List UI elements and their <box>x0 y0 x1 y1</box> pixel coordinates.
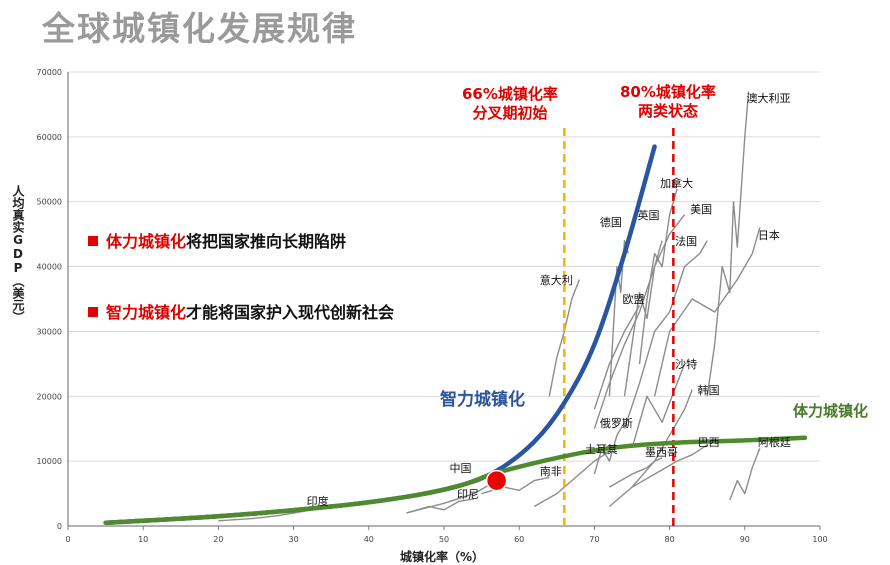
country-label: 欧盟 <box>622 293 645 307</box>
x-tick-label: 50 <box>439 535 449 544</box>
china-marker-group <box>485 469 508 492</box>
y-tick-label: 20000 <box>37 392 62 401</box>
country-line <box>729 447 761 501</box>
threshold-lines <box>563 128 675 526</box>
country-label: 德国 <box>599 215 622 229</box>
threshold-80-line1: 80%城镇化率 <box>620 83 716 101</box>
country-label: 法国 <box>675 235 698 249</box>
country-line <box>533 450 610 508</box>
bullet-text: 将把国家推向长期陷阱 <box>186 232 347 251</box>
threshold-66-label: 66%城镇化率 分叉期初始 <box>462 85 558 123</box>
trend-curve-physical <box>103 435 808 526</box>
country-lines <box>218 91 761 522</box>
country-label: 土耳其 <box>584 442 618 456</box>
axes: 0 10000 20000 30000 40000 50000 60000 70000 0 10 2… <box>37 68 828 544</box>
country-label: 美国 <box>690 202 713 216</box>
x-tick-label: 10 <box>138 535 148 544</box>
country-label: 韩国 <box>697 384 720 398</box>
country-label: 印度 <box>306 494 329 508</box>
smart-curve-label: 智力城镇化 <box>440 390 525 410</box>
country-label: 墨西哥 <box>645 445 679 459</box>
country-label: 英国 <box>637 209 660 223</box>
x-tick-label: 90 <box>740 535 750 544</box>
bullet-square-icon <box>88 236 98 246</box>
country-line <box>593 421 626 475</box>
x-tick-label: 30 <box>289 535 299 544</box>
x-tick-label: 20 <box>213 535 223 544</box>
country-label: 南非 <box>539 465 562 479</box>
bullet-highlight: 智力城镇化 <box>106 303 187 322</box>
y-tick-label: 10000 <box>37 457 62 466</box>
trend-curve-smart <box>103 144 657 526</box>
country-line <box>653 227 761 397</box>
x-tick-label: 40 <box>364 535 374 544</box>
country-line <box>623 240 708 429</box>
country-label: 意大利 <box>539 274 573 288</box>
country-label: 澳大利亚 <box>746 92 791 106</box>
x-axis-label: 城镇化率（%） <box>400 550 485 564</box>
threshold-66-line1: 66%城镇化率 <box>462 85 558 103</box>
country-label: 俄罗斯 <box>599 416 633 430</box>
bullet-highlight: 体力城镇化 <box>106 232 187 251</box>
physical-curve-label: 体力城镇化 <box>793 402 869 420</box>
country-label: 印尼 <box>457 488 480 502</box>
country-label: 中国 <box>449 462 472 476</box>
country-line <box>593 305 641 410</box>
country-label: 日本 <box>757 228 780 242</box>
x-tick-label: 100 <box>812 535 827 544</box>
y-tick-label: 0 <box>57 522 62 531</box>
threshold-80-label: 80%城镇化率 两类状态 <box>620 83 716 121</box>
country-line <box>608 389 693 508</box>
country-line <box>631 363 686 449</box>
country-line <box>631 444 708 488</box>
country-label: 巴西 <box>697 436 720 450</box>
bullet-smart: 智力城镇化才能将国家护入现代创新社会 <box>88 299 394 323</box>
bullet-text: 才能将国家护入现代创新社会 <box>186 303 395 322</box>
x-tick-label: 70 <box>589 535 599 544</box>
x-tick-label: 60 <box>514 535 524 544</box>
y-tick-label: 40000 <box>37 263 62 272</box>
page-title: 全球城镇化发展规律 <box>42 9 357 48</box>
x-tick-label: 80 <box>665 535 675 544</box>
country-line <box>706 91 750 397</box>
country-line <box>609 457 663 488</box>
threshold-66-line2: 分叉期初始 <box>472 104 548 122</box>
y-axis-label: 人均真实GDP（美元） <box>11 185 25 323</box>
country-label: 阿根廷 <box>757 436 791 450</box>
country-line <box>406 498 475 514</box>
country-line <box>608 239 629 397</box>
x-tick-label: 0 <box>65 535 70 544</box>
y-tick-label: 70000 <box>37 68 62 77</box>
country-line <box>548 279 581 397</box>
country-line <box>593 214 686 429</box>
country-label: 沙特 <box>675 358 698 372</box>
y-tick-label: 30000 <box>37 327 62 336</box>
y-tick-label: 60000 <box>37 133 62 142</box>
threshold-80-line2: 两类状态 <box>637 102 698 120</box>
y-tick-label: 50000 <box>37 198 62 207</box>
country-line <box>623 240 663 397</box>
bullet-physical: 体力城镇化将把国家推向长期陷阱 <box>88 228 346 252</box>
bullet-square-icon <box>88 307 98 317</box>
country-label: 加拿大 <box>660 176 694 190</box>
china-marker <box>485 469 508 492</box>
